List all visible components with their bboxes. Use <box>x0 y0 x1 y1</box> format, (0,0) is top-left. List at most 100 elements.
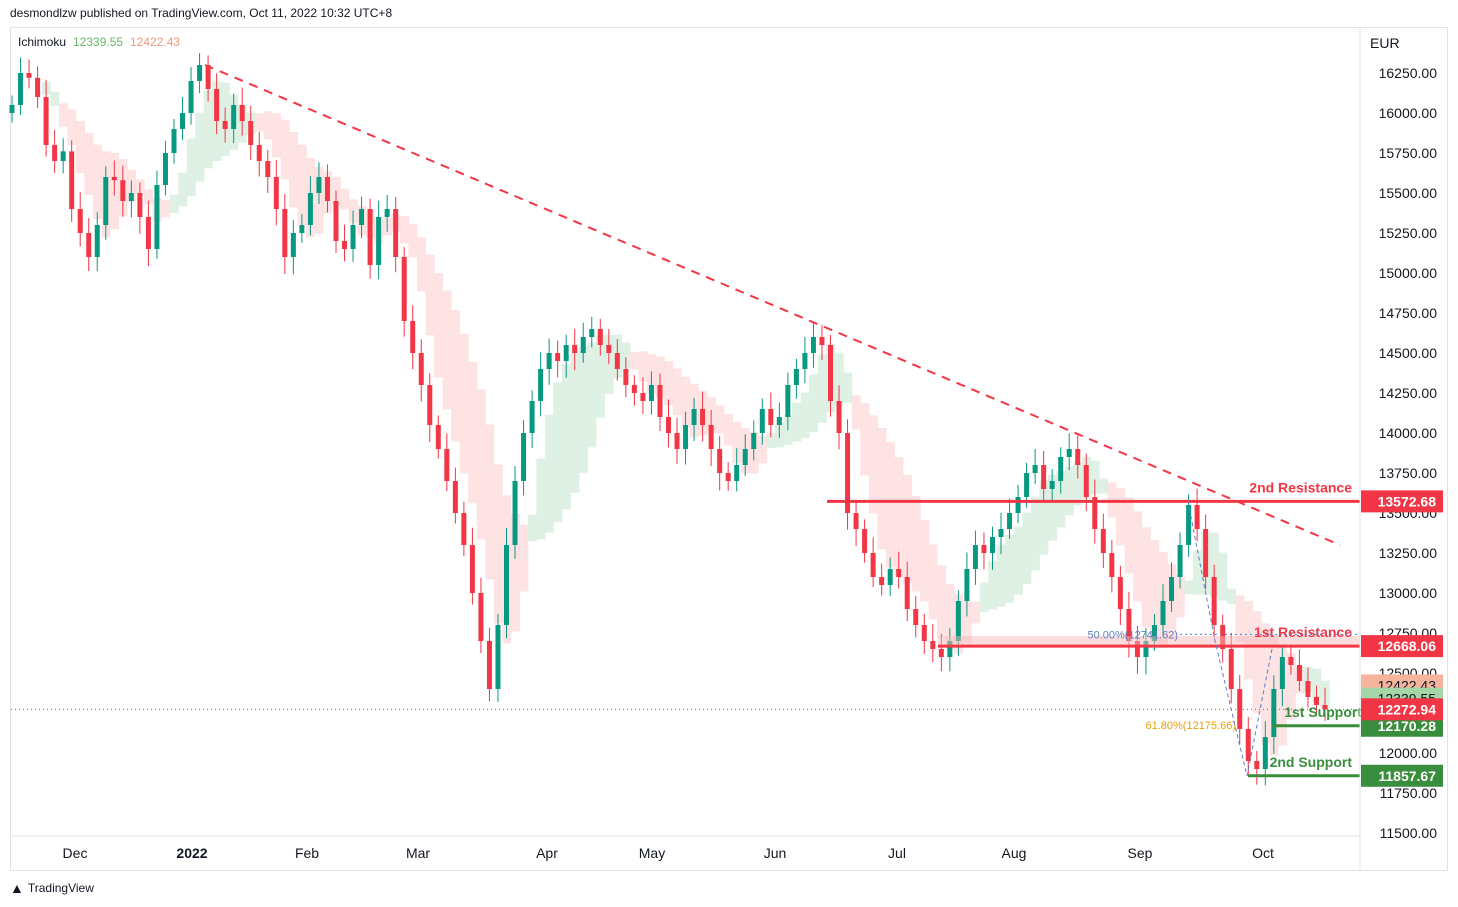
cloud-segment <box>186 138 196 197</box>
y-tick-label: 14250.00 <box>1379 385 1438 401</box>
cloud-segment <box>1005 534 1015 603</box>
cloud-segment <box>399 215 409 244</box>
y-tick-label: 15250.00 <box>1379 225 1438 241</box>
candle-body <box>1151 625 1157 641</box>
candle-body <box>538 369 544 401</box>
price-tag-label: 12272.94 <box>1378 701 1437 717</box>
candle-body <box>248 121 254 145</box>
candle-body <box>1134 641 1140 657</box>
candle-body <box>486 641 492 689</box>
candle-body <box>111 177 117 181</box>
downtrend-line <box>204 64 1341 546</box>
candle-body <box>1100 529 1106 553</box>
candle-body <box>529 401 535 433</box>
candle-body <box>776 417 782 425</box>
candle-body <box>239 105 245 121</box>
candle-body <box>555 353 561 361</box>
indicator-legend: Ichimoku 12339.55 12422.43 <box>18 35 180 49</box>
cloud-segment <box>1090 460 1100 495</box>
candle-body <box>512 481 518 545</box>
candle-body <box>563 345 569 361</box>
y-tick-label: 15000.00 <box>1379 265 1438 281</box>
y-tick-label: 14000.00 <box>1379 425 1438 441</box>
candle-body <box>521 433 527 481</box>
candle-body <box>162 153 168 185</box>
candle-body <box>1075 449 1081 465</box>
cloud-segment <box>885 441 895 568</box>
candle-body <box>759 409 765 433</box>
candle-body <box>853 513 859 529</box>
candle-body <box>742 449 748 465</box>
candle-body <box>256 145 262 161</box>
cloud-segment <box>561 364 571 510</box>
cloud-segment <box>263 111 273 140</box>
candle-body <box>1032 465 1038 473</box>
level-price-tag <box>1361 764 1443 787</box>
candle-body <box>913 609 919 625</box>
candle-body <box>77 209 83 233</box>
cloud-segment <box>1286 653 1296 720</box>
cloud-segment <box>1116 487 1126 546</box>
cloud-segment <box>527 514 537 542</box>
cloud-segment <box>280 119 290 180</box>
cloud-segment <box>178 172 188 207</box>
cloud-segment <box>434 273 444 378</box>
cloud-segment <box>792 402 802 442</box>
candle-body <box>896 569 902 577</box>
candle-body <box>180 113 186 129</box>
cloud-segment <box>860 403 870 476</box>
cloud-segment <box>408 223 418 258</box>
publisher-credit: desmondlzw published on TradingView.com,… <box>10 6 393 20</box>
cloud-segment <box>1226 588 1236 605</box>
y-tick-label: 16250.00 <box>1379 65 1438 81</box>
cloud-segment <box>519 524 529 592</box>
candle-body <box>964 569 970 601</box>
y-tick-label: 11500.00 <box>1380 825 1438 841</box>
cloud-segment <box>911 495 921 592</box>
x-tick-label: Oct <box>1252 845 1274 861</box>
candle-body <box>103 177 109 225</box>
candle-body <box>1049 481 1055 489</box>
candle-body <box>222 121 228 129</box>
x-tick-label: May <box>639 845 665 861</box>
cloud-segment <box>553 382 563 523</box>
candle-body <box>904 577 910 609</box>
candle-body <box>768 409 774 425</box>
cloud-segment <box>570 350 580 493</box>
cloud-segment <box>962 600 972 644</box>
candle-body <box>1245 729 1251 761</box>
candles <box>9 53 1328 786</box>
candle-body <box>1177 545 1183 577</box>
cloud-segment <box>1013 526 1023 595</box>
candle-body <box>43 97 49 145</box>
candle-body <box>836 401 842 433</box>
cloud-segment <box>1064 466 1074 516</box>
cloud-segment <box>937 565 947 638</box>
cloud-segment <box>928 544 938 620</box>
cloud-segment <box>681 376 691 428</box>
cloud-segment <box>459 333 469 474</box>
candle-body <box>495 625 501 689</box>
cloud-segment <box>1261 623 1271 744</box>
x-tick-label: Feb <box>295 845 319 861</box>
y-tick-label: 14750.00 <box>1379 305 1438 321</box>
cloud-segment <box>92 144 103 219</box>
candle-body <box>342 241 348 249</box>
cloud-segment <box>1047 474 1057 541</box>
cloud-segment <box>920 519 930 602</box>
candle-body <box>324 177 330 201</box>
cloud-segment <box>272 113 282 158</box>
level-label: 1st Support <box>1284 704 1362 720</box>
cloud-segment <box>476 389 486 540</box>
indicator-name: Ichimoku <box>18 35 66 49</box>
candle-body <box>1024 473 1030 497</box>
candle-body <box>350 225 356 249</box>
candle-body <box>1058 457 1064 481</box>
candle-body <box>273 177 279 209</box>
candle-body <box>1203 529 1209 577</box>
candle-body <box>1194 505 1200 529</box>
cloud-segment <box>203 90 213 169</box>
y-tick-label: 15500.00 <box>1379 185 1438 201</box>
cloud-segment <box>485 424 495 580</box>
